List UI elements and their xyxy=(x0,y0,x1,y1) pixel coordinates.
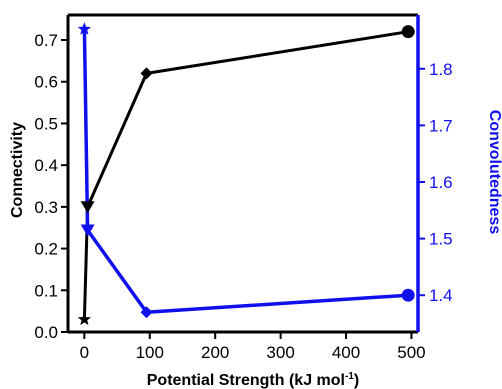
tick-layer: 0 100 200 300 400 500 0.0 0.1 0.2 0.3 0.4 0.5 0.6 0.7… xyxy=(34,31,452,362)
convolutedness-line xyxy=(82,29,409,314)
x-axis-title-main: Potential Strength (kJ mol xyxy=(147,372,345,389)
y-tick-label-left: 0.7 xyxy=(34,31,58,50)
connectivity-marker-diamond xyxy=(140,67,153,80)
y-axis-title-right: Convolutedness xyxy=(486,110,502,235)
y-tick-label-left: 0.5 xyxy=(34,114,58,133)
y-tick-label-right: 1.4 xyxy=(429,286,453,305)
y-tick-label-left: 0.6 xyxy=(34,73,58,92)
axes-frame xyxy=(66,13,420,334)
connectivity-line xyxy=(82,30,409,320)
connectivity-marker-star xyxy=(77,312,91,326)
x-axis-title-superscript: -1 xyxy=(345,371,354,382)
y-tick-label-right: 1.8 xyxy=(429,60,453,79)
series-layer xyxy=(82,29,409,320)
y-axis-title-left: Connectivity xyxy=(9,122,26,218)
connectivity-marker-triangle-down xyxy=(80,201,95,214)
x-tick-label: 300 xyxy=(266,343,294,362)
y-tick-label-right: 1.7 xyxy=(429,116,453,135)
y-tick-label-left: 0.0 xyxy=(34,323,58,342)
marker-layer xyxy=(77,22,415,326)
y-tick-label-left: 0.3 xyxy=(34,198,58,217)
convolutedness-marker-star xyxy=(77,22,91,35)
y-tick-label-right: 1.5 xyxy=(429,230,453,249)
x-tick-label: 500 xyxy=(397,343,425,362)
y-tick-label-left: 0.4 xyxy=(34,156,58,175)
convolutedness-marker-diamond xyxy=(140,306,153,319)
x-axis-title: Potential Strength (kJ mol-1) xyxy=(147,371,359,389)
y-tick-label-right: 1.6 xyxy=(429,173,453,192)
convolutedness-marker-circle xyxy=(401,288,415,302)
convolutedness-marker-triangle-down xyxy=(80,224,95,237)
x-tick-label: 0 xyxy=(80,343,89,362)
x-axis-title-suffix: ) xyxy=(354,372,359,389)
x-tick-label: 400 xyxy=(332,343,360,362)
y-tick-label-left: 0.2 xyxy=(34,240,58,259)
connectivity-marker-circle xyxy=(401,25,415,39)
x-tick-label: 200 xyxy=(201,343,229,362)
x-tick-label: 100 xyxy=(136,343,164,362)
y-tick-label-left: 0.1 xyxy=(34,281,58,300)
